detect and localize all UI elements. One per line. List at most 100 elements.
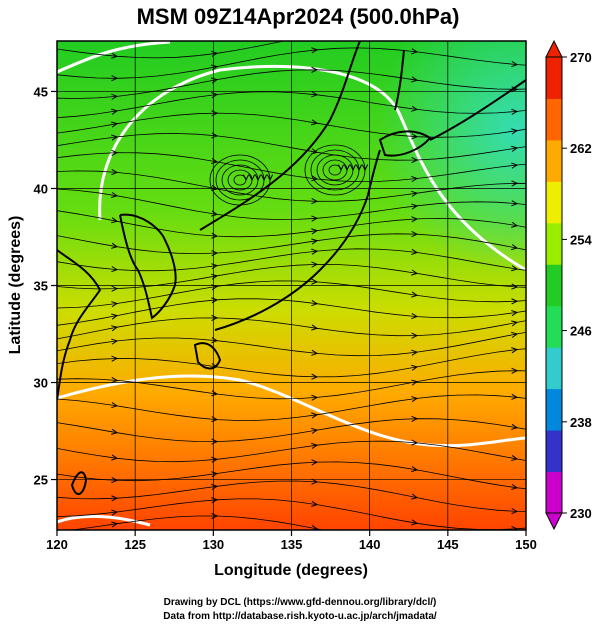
streamline (57, 170, 526, 202)
streamline-arrowhead (411, 466, 419, 473)
streamline-arrowhead (411, 396, 419, 403)
streamline-arrowhead (361, 164, 369, 172)
streamline-arrowhead (411, 105, 419, 112)
streamline (68, 515, 325, 530)
streamline-arrowhead (311, 459, 319, 466)
map-title: MSM 09Z14Apr2024 (500.0hPa) (137, 4, 460, 29)
streamline (57, 248, 526, 272)
colorbar-tick-label: 254 (570, 232, 592, 247)
streamline-arrowhead (511, 221, 519, 228)
streamline-arrowhead (111, 121, 119, 128)
streamline (57, 394, 526, 421)
x-tick-label: 120 (46, 537, 68, 552)
x-tick-label: 135 (281, 537, 303, 552)
streamline (57, 188, 526, 220)
streamline-arrowhead (511, 298, 519, 305)
streamline-arrowhead (311, 238, 319, 245)
streamline-arrowhead (411, 190, 419, 197)
y-axis-ticks: 25 30 35 40 45 (34, 84, 57, 488)
streamline (57, 317, 526, 340)
colorbar-tick-label: 246 (570, 324, 592, 339)
streamline-arrowhead (311, 33, 317, 38)
streamline-arrowhead (242, 174, 250, 182)
streamline-arrowhead (111, 285, 119, 292)
streamline-arrowhead (411, 493, 419, 500)
streamline-arrowhead (511, 525, 519, 530)
y-tick-label: 25 (34, 473, 48, 488)
streamline (57, 112, 526, 138)
colorbar-lower-arrow (545, 512, 563, 531)
streamline (57, 263, 526, 290)
streamline-arrowhead (311, 261, 319, 268)
streamline-arrowhead (311, 442, 319, 449)
coastline-china (57, 249, 102, 401)
streamline-arrowhead (311, 215, 319, 222)
streamline-arrowhead (411, 133, 419, 140)
streamline-arrowhead (311, 427, 319, 434)
streamline (57, 41, 287, 59)
coastline-sakhalin (394, 49, 405, 111)
streamline-arrowhead (311, 278, 319, 285)
colorbar-segment (546, 388, 562, 431)
streamline-arrowhead (311, 478, 319, 485)
contour-south (57, 374, 526, 448)
streamline-arrowhead (511, 283, 519, 290)
y-tick-label: 45 (34, 84, 48, 99)
streamline-arrowhead (111, 509, 119, 516)
y-tick-label: 35 (34, 279, 48, 294)
streamline-arrowhead (111, 402, 119, 409)
colorbar-upper-arrow (545, 39, 563, 58)
streamline-arrowhead (111, 477, 119, 484)
streamline-arrowhead (248, 174, 256, 182)
streamline-arrowhead (311, 412, 319, 419)
streamline-arrowhead (511, 367, 519, 374)
coastline-honshu (214, 149, 381, 331)
y-tick-label: 30 (34, 376, 48, 391)
colorbar-tick-label: 238 (570, 415, 592, 430)
streamline-arrowhead (111, 313, 119, 320)
streamline (57, 348, 526, 378)
streamline-arrowhead (411, 231, 419, 238)
streamline-arrowhead (111, 217, 119, 224)
colorbar: 270 262 254 246 238 230 (545, 39, 592, 531)
streamline-arrowhead (311, 394, 319, 401)
colorbar-tick-label: 262 (570, 141, 592, 156)
streamline (57, 440, 526, 463)
streamline (57, 152, 526, 183)
streamline (57, 298, 526, 326)
streamline-arrowhead (311, 228, 319, 235)
lat-lon-grid (57, 41, 526, 530)
streamline-arrowhead (511, 244, 519, 251)
streamline-arrowhead (311, 373, 319, 380)
streamline-arrowhead (511, 331, 519, 338)
streamline-arrowhead (411, 48, 419, 55)
streamline-arrowhead (511, 61, 519, 68)
streamline-arrowhead (311, 300, 319, 307)
streamline-arrowhead (111, 338, 119, 345)
streamline-arrowhead (111, 191, 119, 199)
colorbar-segment (546, 305, 562, 348)
streamline (57, 133, 526, 161)
colorbar-tick-label: 270 (570, 50, 592, 65)
colorbar-segment (546, 264, 562, 307)
contour-far-south (57, 514, 151, 527)
streamline-arrowhead (511, 508, 519, 515)
coastline-kyushu (193, 342, 222, 370)
streamline-arrowhead (411, 364, 419, 371)
streamline-arrowhead (411, 313, 419, 320)
streamline-arrowhead (411, 269, 419, 276)
colorbar-segment (546, 222, 562, 265)
streamline-arrowhead (111, 134, 119, 141)
colorbar-segment (546, 347, 562, 390)
wind-streamlines (57, 33, 526, 530)
contour-north (57, 41, 171, 74)
streamline-arrowhead (411, 349, 419, 356)
streamline-arrowhead (311, 324, 319, 331)
streamline-arrowhead (511, 320, 519, 327)
coastline-korea (119, 213, 177, 320)
streamline-arrowhead (411, 379, 419, 386)
streamline-arrowhead (411, 291, 419, 298)
streamline-arrowhead (111, 108, 119, 115)
streamline-arrowhead (511, 265, 519, 272)
contour-ridge (98, 65, 526, 272)
